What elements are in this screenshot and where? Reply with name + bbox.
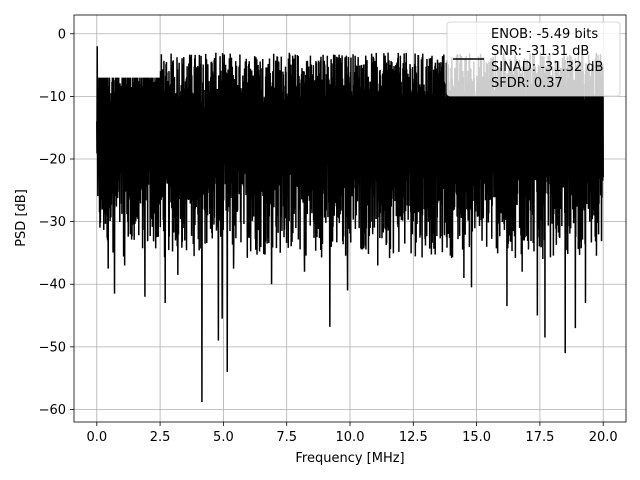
y-tick-label: 0	[58, 27, 66, 42]
x-axis-ticks: 0.0 2.5 5.0 7.5 10.0 12.5 15.0 17.5 20.0	[86, 422, 618, 445]
legend-sfdr: SFDR: 0.37	[491, 76, 563, 91]
y-tick-label: −10	[39, 90, 66, 105]
y-axis-label: PSD [dB]	[14, 189, 29, 247]
x-tick-label: 15.0	[462, 430, 491, 445]
legend-snr: SNR: -31.31 dB	[491, 44, 589, 59]
y-tick-label: −60	[39, 403, 66, 418]
y-tick-label: −40	[39, 278, 66, 293]
x-tick-label: 2.5	[150, 430, 171, 445]
psd-series	[96, 46, 604, 402]
x-tick-label: 7.5	[276, 430, 297, 445]
legend: ENOB: -5.49 bits SNR: -31.31 dB SINAD: -…	[446, 21, 621, 97]
legend-enob: ENOB: -5.49 bits	[491, 27, 598, 42]
x-tick-label: 0.0	[86, 430, 107, 445]
y-axis-ticks: 0 −10 −20 −30 −40 −50 −60	[39, 27, 74, 418]
y-tick-label: −20	[39, 153, 66, 168]
legend-box	[446, 21, 621, 97]
legend-sinad: SINAD: -31.32 dB	[491, 60, 603, 75]
y-tick-label: −50	[39, 340, 66, 355]
x-tick-label: 5.0	[213, 430, 234, 445]
x-tick-label: 12.5	[399, 430, 428, 445]
y-tick-label: −30	[39, 215, 66, 230]
x-tick-label: 20.0	[589, 430, 618, 445]
x-tick-label: 17.5	[525, 430, 554, 445]
x-axis-label: Frequency [MHz]	[295, 451, 404, 466]
x-tick-label: 10.0	[336, 430, 365, 445]
psd-trace	[96, 46, 604, 402]
